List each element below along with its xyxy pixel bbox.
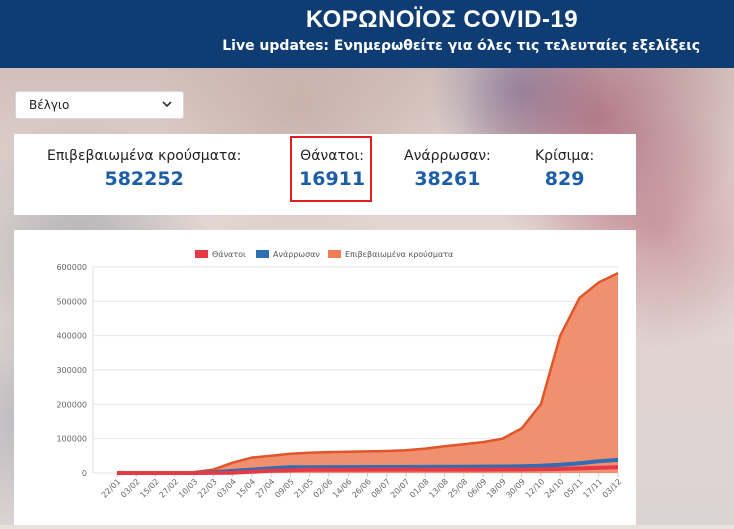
y-tick-label: 100000: [56, 435, 87, 444]
y-tick-label: 500000: [56, 297, 87, 306]
stat-recovered-value: 38261: [414, 168, 481, 190]
x-tick-label: 09/05: [273, 477, 296, 500]
x-tick-label: 12/10: [524, 477, 547, 500]
x-tick-label: 27/04: [254, 477, 277, 500]
legend-label: Επιβεβαιωμένα κρούσματα: [345, 249, 453, 259]
page-header: ΚΟΡΩΝΟΪΟΣ COVID-19 Live updates: Ενημερω…: [0, 0, 734, 68]
stat-deaths: Θάνατοι: 16911: [299, 148, 365, 190]
x-tick-label: 05/11: [562, 477, 585, 500]
y-tick-label: 400000: [56, 332, 87, 341]
y-tick-label: 0: [82, 469, 87, 478]
legend-swatch: [328, 250, 341, 258]
stat-confirmed-value: 582252: [104, 168, 184, 190]
page-title: ΚΟΡΩΝΟΪΟΣ COVID-19: [305, 6, 579, 33]
x-tick-label: 01/08: [408, 477, 431, 500]
covid-chart: 0 100000 200000 300000 400000 500000 600000 22/…: [56, 249, 624, 500]
x-tick-label: 03/02: [119, 477, 142, 500]
stats-panel: Επιβεβαιωμένα κρούσματα: 582252 Θάνατοι:…: [14, 134, 636, 215]
series-line-deaths: [117, 465, 619, 475]
legend-label: Θάνατοι: [212, 250, 246, 259]
country-select-value: Βέλγιο: [29, 98, 70, 112]
page-subtitle: Live updates: Ενημερωθείτε για όλες τις …: [222, 38, 700, 54]
legend-swatch: [195, 250, 208, 258]
stat-recovered-label: Ανάρρωσαν:: [404, 148, 491, 164]
y-tick-label: 600000: [56, 263, 87, 272]
x-tick-label: 03/04: [215, 477, 238, 500]
stat-confirmed: Επιβεβαιωμένα κρούσματα: 582252: [47, 148, 241, 190]
chart-panel: 0 100000 200000 300000 400000 500000 600000 22/…: [14, 230, 636, 525]
x-tick-label: 14/06: [331, 477, 354, 500]
x-tick-label: 21/05: [292, 477, 315, 500]
series-area-confirmed: [117, 273, 618, 473]
legend-label: Ανάρρωσαν: [273, 250, 320, 259]
x-tick-label: 27/02: [158, 477, 181, 500]
x-tick-label: 30/09: [504, 477, 527, 500]
stat-critical: Κρίσιμα: 829: [535, 148, 594, 190]
x-tick-label: 03/12: [601, 477, 624, 500]
stat-recovered: Ανάρρωσαν: 38261: [404, 148, 491, 190]
x-tick-label: 13/08: [427, 477, 450, 500]
x-tick-label: 15/02: [138, 477, 161, 500]
x-tick-label: 17/11: [581, 477, 604, 500]
chevron-down-icon: [162, 101, 172, 108]
x-tick-label: 26/06: [350, 477, 373, 500]
x-tick-label: 22/03: [196, 477, 219, 500]
x-tick-label: 22/01: [100, 477, 123, 500]
x-tick-label: 25/08: [447, 477, 470, 500]
country-select[interactable]: Βέλγιο: [15, 91, 184, 119]
x-tick-label: 20/07: [389, 477, 412, 500]
x-tick-label: 18/09: [485, 477, 508, 500]
x-tick-label: 24/10: [543, 477, 566, 500]
y-tick-label: 300000: [56, 366, 87, 375]
x-tick-label: 06/09: [466, 477, 489, 500]
stat-deaths-label: Θάνατοι:: [300, 148, 364, 164]
x-tick-label: 08/07: [370, 477, 393, 500]
stat-critical-label: Κρίσιμα:: [535, 148, 595, 164]
x-tick-label: 10/03: [177, 477, 200, 500]
deaths-highlight-box: [290, 136, 372, 202]
x-tick-label: 02/06: [312, 477, 335, 500]
x-tick-label: 15/04: [235, 477, 258, 500]
stat-confirmed-label: Επιβεβαιωμένα κρούσματα:: [47, 148, 242, 164]
y-tick-label: 200000: [56, 400, 87, 409]
stat-deaths-value: 16911: [299, 168, 366, 190]
stat-critical-value: 829: [544, 168, 585, 190]
legend-swatch: [256, 250, 269, 258]
